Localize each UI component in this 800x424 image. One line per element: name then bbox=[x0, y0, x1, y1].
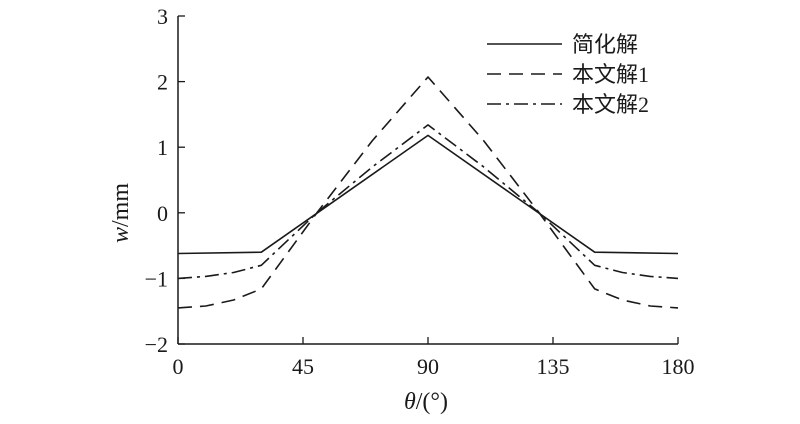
series-line-1 bbox=[177, 134, 679, 255]
y-axis-label: w/mm bbox=[108, 183, 134, 243]
x-tick-label: 90 bbox=[417, 354, 439, 379]
y-tick-label: −1 bbox=[145, 266, 168, 291]
x-tick-label: 135 bbox=[537, 354, 570, 379]
series-line-3 bbox=[177, 124, 679, 280]
legend-label-3: 本文解2 bbox=[572, 92, 649, 117]
x-axis-label-symbol: θ bbox=[404, 389, 416, 415]
x-axis-label: θ/(°) bbox=[404, 389, 448, 415]
y-tick-label: −2 bbox=[145, 332, 168, 357]
legend-label-1: 简化解 bbox=[572, 32, 638, 57]
series-line-2 bbox=[177, 76, 679, 309]
axes: 0 45 90 135 180 −2 −1 0 1 2 3 bbox=[145, 4, 695, 379]
y-tick-label: 1 bbox=[157, 135, 168, 160]
y-tick-label: 0 bbox=[157, 201, 168, 226]
y-axis-label-symbol: w bbox=[108, 227, 134, 243]
y-tick-label: 3 bbox=[157, 4, 168, 29]
x-tick-label: 180 bbox=[662, 354, 695, 379]
y-axis-label-unit: /mm bbox=[108, 183, 134, 227]
x-tick-label: 0 bbox=[173, 354, 184, 379]
x-tick-label: 45 bbox=[292, 354, 314, 379]
y-tick-label: 2 bbox=[157, 70, 168, 95]
x-axis-label-unit: /(°) bbox=[416, 389, 448, 415]
plot-area bbox=[177, 76, 679, 309]
legend-label-2: 本文解1 bbox=[572, 62, 649, 87]
